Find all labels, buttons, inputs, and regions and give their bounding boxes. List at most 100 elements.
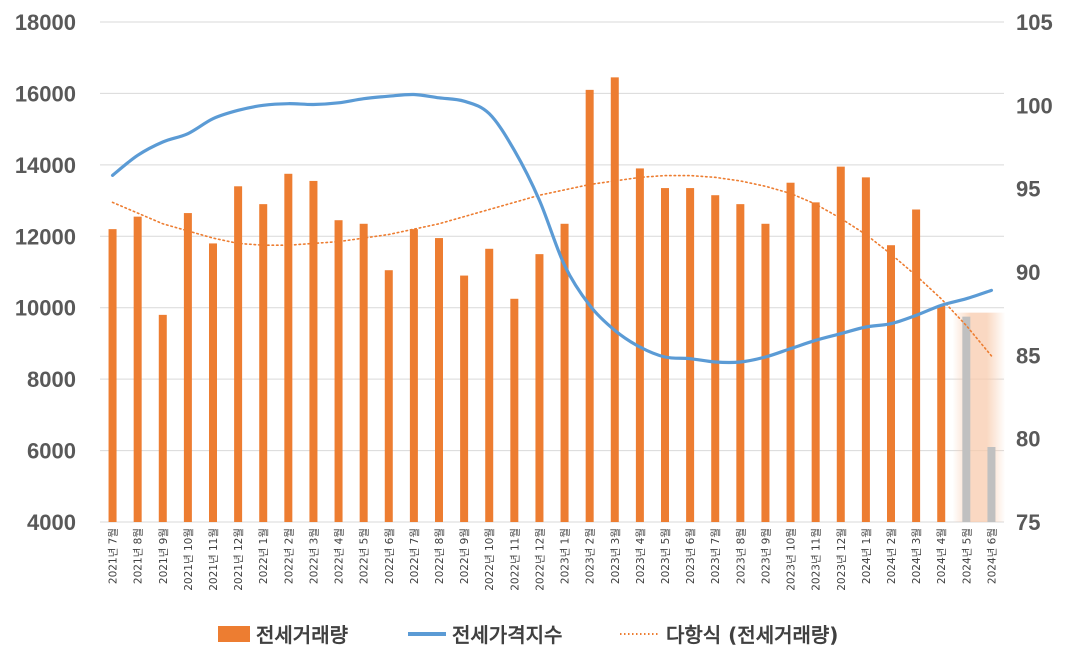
trendline-series (111, 174, 993, 357)
x-tick-label: 2023년 7월 (710, 528, 722, 584)
x-tick-label: 2023년 3월 (610, 528, 622, 584)
bar (234, 186, 243, 523)
bar (610, 77, 619, 522)
y-left-tick-label: 14000 (15, 153, 76, 178)
y-left-tick-label: 18000 (15, 10, 76, 35)
y-left-tick-label: 4000 (27, 510, 76, 535)
y-left-tick-label: 12000 (15, 224, 76, 249)
y-right-tick-label: 85 (1016, 343, 1040, 368)
x-tick-label: 2021년 11월 (208, 528, 220, 591)
line-series (110, 92, 994, 365)
trendline-path (111, 174, 993, 357)
y-axis-right: 75 80 85 90 95 100 105 (1016, 10, 1053, 535)
x-tick-label: 2022년 11월 (509, 528, 521, 591)
x-tick-label: 2022년 3월 (308, 528, 320, 584)
x-tick-label: 2024년 3월 (911, 528, 923, 584)
bar (334, 220, 343, 522)
x-tick-label: 2024년 4월 (936, 528, 948, 584)
x-tick-label: 2023년 1월 (560, 528, 572, 584)
bar-series (108, 77, 996, 523)
bar (209, 243, 217, 522)
legend-label-line: 전세가격지수 (452, 623, 562, 647)
x-tick-label: 2023년 11월 (811, 528, 823, 591)
legend-swatch-bar (218, 626, 250, 642)
bar (359, 223, 368, 523)
x-tick-label: 2022년 5월 (359, 528, 371, 584)
x-tick-label: 2022년 1월 (258, 528, 270, 584)
x-tick-label: 2021년 10월 (183, 528, 195, 591)
bar (485, 248, 494, 523)
bar (836, 166, 845, 522)
x-tick-label: 2022년 12월 (534, 528, 546, 591)
x-tick-label: 2023년 10월 (786, 528, 798, 591)
bar (435, 238, 443, 523)
x-tick-label: 2023년 12월 (836, 528, 848, 591)
highlight-glow (952, 312, 1006, 522)
y-right-tick-label: 75 (1016, 510, 1040, 535)
bar (711, 195, 720, 522)
bar (535, 254, 544, 522)
bar (962, 316, 971, 522)
bar (937, 305, 946, 522)
legend: 전세거래량 전세가격지수 다항식 (전세거래량) (218, 623, 838, 647)
x-tick-label: 2021년 12월 (233, 528, 245, 591)
bar (158, 314, 167, 522)
x-tick-label: 2022년 4월 (334, 528, 346, 584)
y-right-tick-label: 95 (1016, 177, 1040, 202)
bar (887, 245, 895, 522)
x-tick-label: 2024년 2월 (886, 528, 898, 584)
bar (861, 177, 870, 522)
bar (183, 213, 192, 523)
x-axis: 2021년 7월 2021년 8월 2021년 9월 2021년 10월 2021년 1… (108, 528, 999, 591)
y-right-tick-label: 80 (1016, 427, 1040, 452)
x-tick-label: 2022년 10월 (484, 528, 496, 591)
y-axis-left: 4000 6000 8000 10000 12000 14000 16000 18000 (15, 10, 76, 535)
bar (284, 173, 293, 523)
x-tick-label: 2022년 7월 (409, 528, 421, 584)
legend-label-bar: 전세거래량 (256, 623, 349, 647)
x-tick-label: 2024년 1월 (861, 528, 873, 584)
y-left-tick-label: 6000 (27, 439, 76, 464)
legend-label-trend: 다항식 (전세거래량) (666, 623, 838, 647)
x-tick-label: 2022년 2월 (283, 528, 295, 584)
bar (409, 229, 418, 522)
x-tick-label: 2023년 9월 (760, 528, 772, 584)
bar (686, 188, 695, 523)
y-right-tick-label: 105 (1016, 10, 1053, 35)
y-left-tick-label: 10000 (15, 296, 76, 321)
bar (510, 298, 519, 522)
y-left-tick-label: 8000 (27, 367, 76, 392)
y-left-tick-label: 16000 (15, 81, 76, 106)
bar (133, 216, 142, 522)
x-tick-label: 2023년 4월 (635, 528, 647, 584)
line-path (110, 92, 994, 365)
x-tick-label: 2022년 8월 (434, 528, 446, 584)
bar (811, 202, 820, 522)
y-right-tick-label: 100 (1016, 93, 1053, 118)
x-tick-label: 2023년 2월 (585, 528, 597, 584)
x-tick-label: 2021년 8월 (133, 528, 145, 584)
x-tick-label: 2021년 9월 (158, 528, 170, 584)
bar (384, 270, 393, 522)
bar (460, 275, 469, 522)
bar (661, 188, 669, 523)
y-right-tick-label: 90 (1016, 260, 1040, 285)
bar (259, 204, 268, 522)
bar (560, 223, 569, 523)
x-tick-label: 2024년 5월 (961, 528, 973, 584)
bar (912, 209, 921, 522)
bar (761, 223, 770, 523)
bar (108, 229, 117, 522)
x-tick-label: 2022년 6월 (384, 528, 396, 584)
highlight-band (952, 312, 1006, 522)
x-tick-label: 2023년 6월 (685, 528, 697, 584)
x-tick-label: 2022년 9월 (459, 528, 471, 584)
x-tick-label: 2021년 7월 (108, 528, 120, 584)
bar (987, 447, 996, 522)
x-tick-label: 2024년 6월 (986, 528, 998, 584)
x-tick-label: 2023년 5월 (660, 528, 672, 584)
bar (309, 180, 318, 522)
bar (786, 182, 795, 522)
x-tick-label: 2023년 8월 (735, 528, 747, 584)
